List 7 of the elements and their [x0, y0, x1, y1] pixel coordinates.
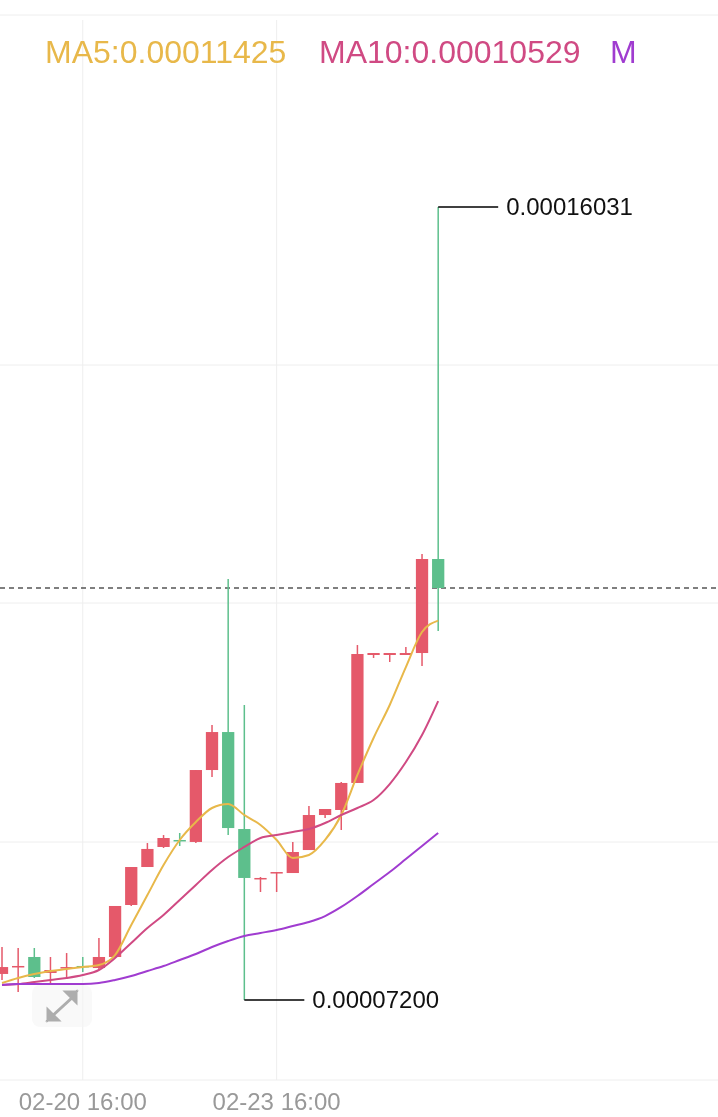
- x-tick-label: 02-23 16:00: [212, 1088, 341, 1115]
- text: M: [610, 34, 637, 70]
- text: MA10:0.00010529: [319, 34, 581, 70]
- x-tick-label: 02-20 16:00: [18, 1088, 147, 1115]
- annotation: 0.00007200: [312, 986, 440, 1014]
- text: 0.00016031: [506, 193, 633, 221]
- text: MA5:0.00011425: [45, 34, 287, 70]
